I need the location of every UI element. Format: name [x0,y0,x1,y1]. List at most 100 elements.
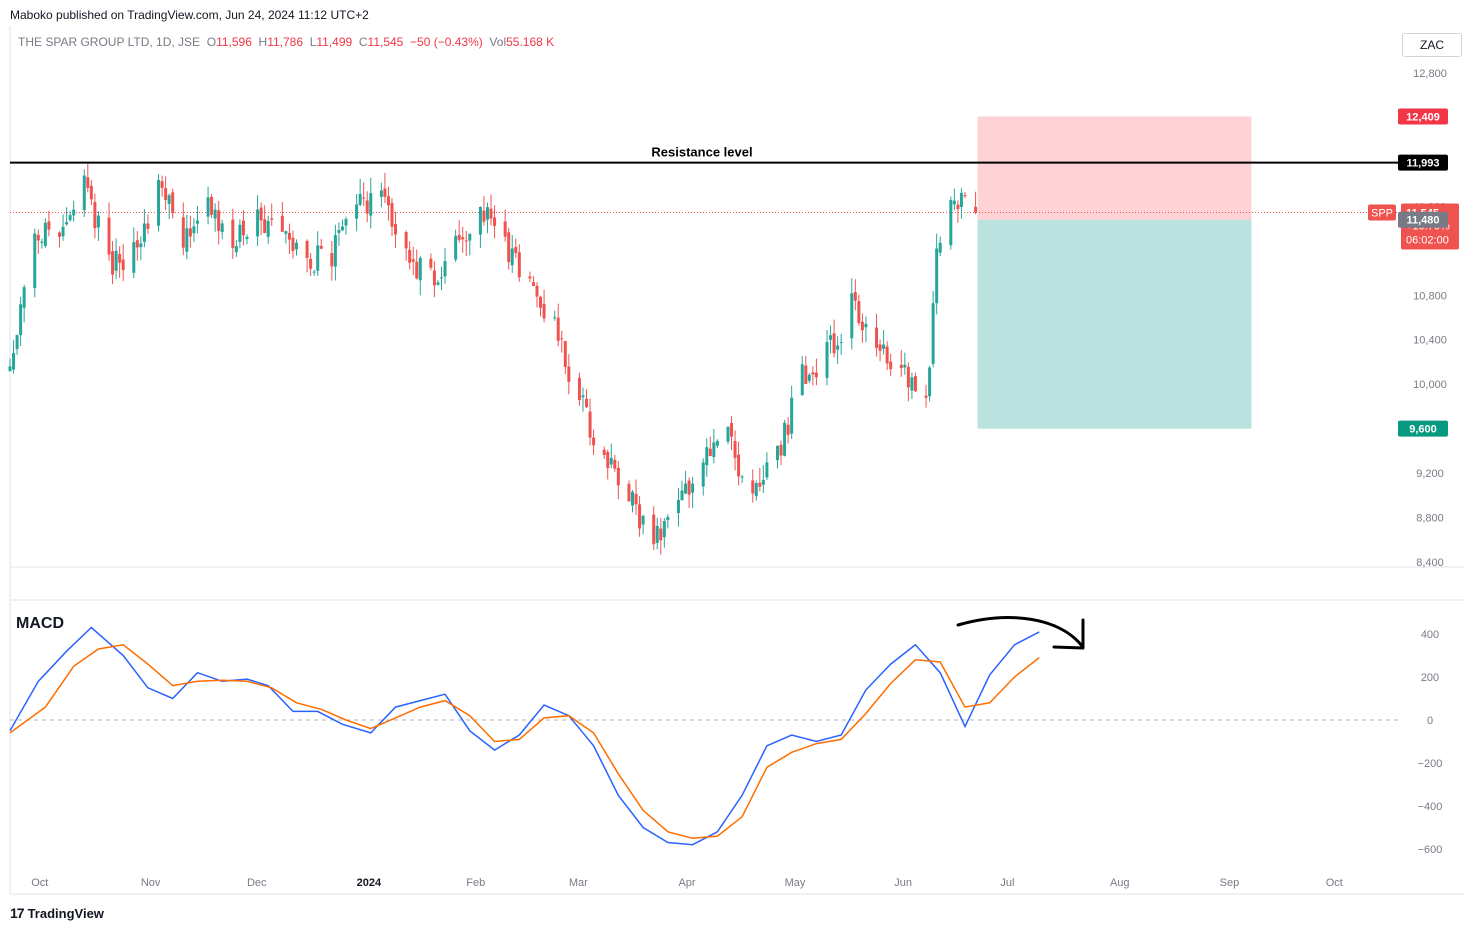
candle-body [567,366,571,382]
publish-header: Maboko published on TradingView.com, Jun… [10,8,369,22]
time-tick-label: Apr [678,877,695,889]
candle-body [691,483,695,493]
candle-body [107,217,111,255]
candle-body [807,374,811,381]
symbol-tag [1368,204,1396,221]
candle-body [889,361,893,370]
resistance-price-tag [1398,154,1448,171]
candle-body [305,240,309,259]
resistance-line-tool[interactable]: Resistance level [10,145,1400,164]
candle-body [712,442,716,458]
candle-body [761,480,765,485]
candle-body [974,206,978,213]
price-axis[interactable]: 12,80011,60010,80010,40010,0009,2008,800… [1413,68,1447,569]
candle-body [592,437,596,446]
candle-body [114,250,118,271]
time-tick-label: Dec [247,877,267,889]
candle-body [217,210,221,231]
candle-body [429,258,433,268]
candle-body [655,525,659,544]
candle-body [181,217,185,248]
candle-body [528,276,532,279]
candle-body [139,243,143,248]
candle-body [355,204,359,219]
candle-body [906,366,910,388]
candle-body [96,215,100,228]
candle-body [394,224,398,235]
candle-body [853,292,857,301]
price-axis-labels: 12,409 11,993 SPP 11,545 +10.70% 06:02:0… [1368,108,1459,437]
candle-body [857,301,861,323]
candle-body [188,228,192,237]
take-profit-zone[interactable] [977,219,1252,429]
candle-body [241,220,245,236]
candle-body [503,221,507,237]
candle-body [337,229,341,233]
candle-body [804,365,808,384]
legend-change: −50 (−0.43%) [410,35,483,49]
signal-line [9,644,1040,840]
candle-body [563,341,567,368]
macd-title: MACD [16,615,64,632]
legend-open-value: 11,596 [216,35,252,49]
candle-body [220,223,224,232]
candle-body [365,200,369,214]
price-tick-label: 10,800 [1413,290,1447,302]
candle-body [135,240,139,248]
candle-body [12,352,16,370]
candle-body [386,196,390,206]
legend-close-value: 11,545 [367,35,404,49]
frame [9,26,1464,895]
legend-open-label: O [206,35,217,49]
arrow-head-icon [1052,618,1085,650]
candle-body [344,218,348,226]
time-tick-label: Oct [31,877,48,889]
candle-body [146,223,150,229]
time-axis[interactable]: Oct Nov Dec 2024 Feb Mar Apr May Jun Jul Aug Sep Oct [31,877,1343,889]
tradingview-brand[interactable]: 17 TradingView [10,905,104,921]
candle-body [238,224,242,242]
brand-name: TradingView [27,905,104,921]
arrow-curve [956,616,1084,648]
candle-body [510,248,514,266]
stop-loss-zone[interactable] [977,116,1252,220]
candle-body [708,448,712,457]
drawn-arrow[interactable] [956,616,1085,650]
entry-price-tag-text: 11,480 [1406,215,1439,227]
currency-button[interactable]: ZAC [1402,33,1462,57]
candle-body [659,528,663,541]
candle-body [765,462,769,478]
candle-body [404,232,408,249]
candle-body [231,219,235,248]
candle-body [19,304,23,336]
candle-body [627,483,631,502]
macd-pane[interactable]: MACD 400 200 0 −200 −400 −600 [9,615,1442,856]
short-position-tool[interactable] [977,116,1252,429]
time-tick-label: May [785,877,806,889]
candle-body [860,321,864,331]
candle-body [733,440,737,458]
candle-body [40,241,44,243]
macd-tick-label: 200 [1421,672,1439,684]
candle-body [15,335,19,350]
candle-body [811,372,815,375]
candle-body [539,296,543,308]
candle-body [22,287,26,308]
candle-body [259,207,263,221]
candle-body [157,179,161,226]
candle-body [171,192,175,214]
candle-body [485,207,489,220]
tradingview-logo-icon: 17 [10,905,25,921]
candlestick-series [8,163,978,555]
candle-body [408,249,412,263]
candle-body [800,364,804,396]
time-tick-label: 2024 [357,877,382,889]
candle-body [118,254,122,263]
candle-body [776,445,780,461]
candle-body [333,235,337,267]
candle-body [160,181,164,188]
time-tick-label: Mar [569,877,588,889]
legend-close-label: C [358,35,368,49]
candle-body [701,462,705,487]
